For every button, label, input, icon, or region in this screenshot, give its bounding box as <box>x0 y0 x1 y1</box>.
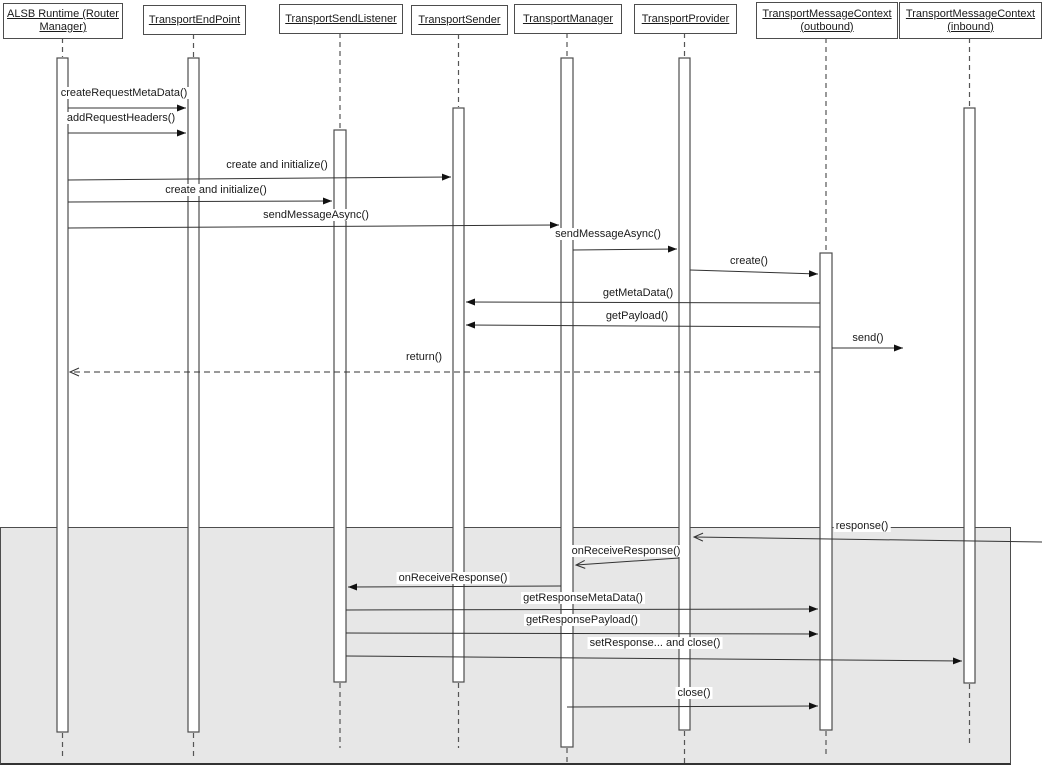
message-line-send-message-async-1 <box>67 221 560 229</box>
message-label-set-response-and-close: setResponse... and close() <box>587 637 723 649</box>
message-line-on-receive-response-1 <box>574 557 680 569</box>
activation-bar-transport-provider <box>678 57 691 731</box>
lifeline-title: (outbound) <box>800 20 854 33</box>
message-label-send: send() <box>850 332 886 344</box>
message-label-on-receive-response-1: onReceiveResponse() <box>569 545 683 557</box>
activation-bar-alsb-runtime <box>56 57 69 733</box>
message-line-send-message-async-2 <box>572 245 678 253</box>
message-line-close <box>566 702 819 710</box>
message-label-response: response() <box>833 520 891 532</box>
response-phase-region <box>0 527 1011 765</box>
message-line-get-response-payload <box>345 630 819 638</box>
message-line-get-response-meta-data <box>345 605 819 613</box>
activation-bar-transport-endpoint <box>187 57 200 733</box>
lifeline-title: TransportProvider <box>641 12 730 25</box>
message-label-create-and-initialize-sender: create and initialize() <box>224 159 330 171</box>
lifeline-title: TransportMessageContext <box>905 7 1036 20</box>
activation-bar-transport-send-listener <box>333 129 347 683</box>
message-line-get-meta-data <box>465 298 821 306</box>
message-label-on-receive-response-2: onReceiveResponse() <box>396 572 510 584</box>
message-line-create-and-initialize-sender <box>67 173 452 181</box>
lifeline-title: TransportManager <box>522 12 614 25</box>
lifeline-header-transport-provider: TransportProvider <box>634 4 737 34</box>
message-label-get-response-payload: getResponsePayload() <box>524 614 640 626</box>
message-line-create <box>689 269 819 278</box>
message-line-get-payload <box>465 321 821 329</box>
lifeline-title: Manager) <box>39 21 87 33</box>
message-label-add-request-headers: addRequestHeaders() <box>64 112 178 124</box>
message-line-response <box>692 532 1042 543</box>
message-label-send-message-async-2: sendMessageAsync() <box>553 228 663 240</box>
message-label-get-payload: getPayload() <box>603 310 671 322</box>
lifeline-title: (inbound) <box>947 20 994 33</box>
message-line-create-and-initialize-send-listener <box>67 197 333 205</box>
message-line-on-receive-response-2 <box>347 583 562 591</box>
lifeline-title: TransportEndPoint <box>148 13 241 26</box>
message-label-create-request-meta-data: createRequestMetaData() <box>58 87 190 99</box>
lifeline-title: TransportMessageContext <box>762 7 892 20</box>
activation-bar-transport-message-context-outbound <box>819 252 833 731</box>
lifeline-header-transport-message-context-outbound: TransportMessageContext (outbound) <box>756 2 898 39</box>
message-label-close: close() <box>675 687 713 699</box>
message-label-create-and-initialize-send-listener: create and initialize() <box>163 184 269 196</box>
message-label-create: create() <box>728 255 770 267</box>
message-line-set-response-and-close <box>345 655 963 665</box>
lifeline-header-transport-manager: TransportManager <box>514 4 622 34</box>
lifeline-header-transport-endpoint: TransportEndPoint <box>143 5 246 35</box>
activation-bar-transport-manager <box>560 57 574 748</box>
activation-bar-transport-message-context-inbound <box>963 107 976 684</box>
lifeline-header-transport-send-listener: TransportSendListener <box>279 4 403 34</box>
lifeline-title: TransportSendListener <box>285 12 397 25</box>
message-label-return: return() <box>403 351 445 363</box>
message-label-send-message-async-1: sendMessageAsync() <box>261 209 371 221</box>
lifeline-header-transport-sender: TransportSender <box>411 5 508 35</box>
lifeline-title: ALSB Runtime (Router <box>7 8 119 20</box>
activation-bar-transport-sender <box>452 107 465 683</box>
lifeline-header-transport-message-context-inbound: TransportMessageContext (inbound) <box>899 2 1042 39</box>
lifeline-header-alsb-runtime: ALSB Runtime (Router Manager) <box>3 3 123 39</box>
lifeline-title: TransportSender <box>418 13 501 26</box>
message-label-get-response-meta-data: getResponseMetaData() <box>521 592 645 604</box>
message-label-get-meta-data: getMetaData() <box>600 287 676 299</box>
